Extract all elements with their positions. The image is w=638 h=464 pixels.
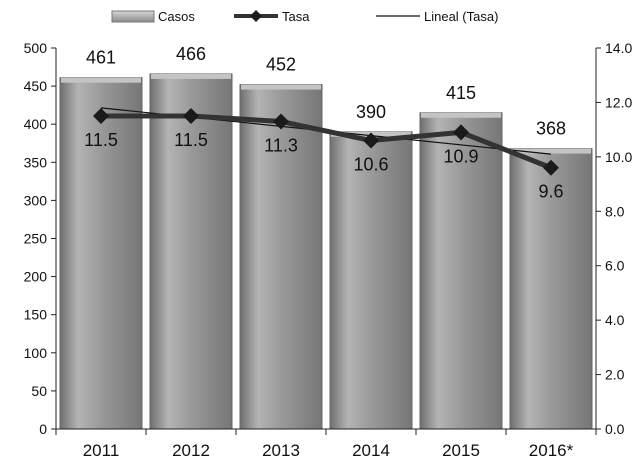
rate-value-label: 11.3: [264, 135, 298, 155]
rate-value-label: 10.9: [443, 146, 478, 166]
rate-marker-tasa: [93, 108, 109, 125]
x-tick-label: 2014: [352, 441, 390, 460]
rate-value-label: 10.6: [353, 155, 388, 175]
data-label-layer: 461 466 452 390 415 368 11.5 11.5 11.3 10.6 10.9 9.…: [84, 44, 566, 202]
y-left-tick-label: 0: [39, 421, 47, 437]
bar-value-label: 415: [446, 83, 476, 103]
bar-casos-top-bevel: [241, 84, 321, 90]
x-tick-label: 2011: [83, 441, 120, 460]
y-right-tick-label: 12.0: [605, 94, 632, 110]
bar-value-label: 390: [356, 102, 386, 122]
x-tick-label: 2015: [442, 441, 480, 460]
y-right-tick-label: 10.0: [605, 149, 632, 165]
rate-value-label: 11.5: [84, 130, 118, 150]
bar-casos: [59, 77, 143, 430]
axes: 0 50 100 150 200 250 300 350 400 450 500 0.0 2.0 4.0 6…: [24, 40, 633, 460]
y-left-tick-label: 150: [24, 307, 48, 323]
y-right-tick-label: 6.0: [605, 258, 625, 274]
rate-value-label: 11.5: [174, 130, 208, 150]
y-right-tick-label: 2.0: [605, 367, 625, 383]
x-tick-label: 2016*: [529, 441, 574, 460]
bar-casos: [149, 73, 233, 430]
rate-line-layer: [93, 108, 559, 176]
legend-swatch-tasa-marker: [250, 10, 262, 22]
y-left-tick-label: 400: [24, 116, 48, 132]
rate-value-label: 9.6: [538, 182, 563, 202]
bar-value-label: 466: [176, 44, 206, 64]
bar-casos: [419, 112, 503, 430]
y-right-tick-label: 4.0: [605, 312, 625, 328]
y-left-tick-label: 350: [24, 154, 48, 170]
bar-casos-top-bevel: [421, 112, 501, 118]
rate-line-tasa: [101, 113, 552, 171]
y-right-tick-label: 14.0: [605, 40, 632, 56]
y-left-tick-label: 200: [24, 269, 48, 285]
legend-label-lineal: Lineal (Tasa): [424, 9, 498, 24]
x-tick-label: 2013: [262, 441, 300, 460]
rate-marker-tasa: [543, 159, 559, 176]
rate-marker-tasa: [453, 124, 469, 141]
y-left-tick-label: 300: [24, 192, 48, 208]
y-right-tick-label: 0.0: [605, 421, 625, 437]
y-left-tick-label: 250: [24, 231, 48, 247]
y-left-tick-label: 100: [24, 345, 48, 361]
bar-casos: [329, 131, 413, 430]
legend-swatch-casos: [111, 10, 155, 23]
bar-value-label: 452: [266, 55, 296, 75]
y-left-tick-label: 500: [24, 40, 48, 56]
rate-marker-tasa: [363, 132, 379, 149]
rate-marker-tasa: [273, 113, 289, 130]
bar-value-label: 368: [536, 119, 566, 139]
legend: Casos Tasa Lineal (Tasa): [111, 9, 498, 24]
bar-casos-top-bevel: [151, 73, 231, 79]
bar-layer: [59, 73, 593, 430]
legend-label-casos: Casos: [158, 9, 195, 24]
y-left-tick-label: 450: [24, 78, 48, 94]
y-right-tick-label: 8.0: [605, 203, 625, 219]
x-tick-label: 2012: [172, 441, 210, 460]
legend-label-tasa: Tasa: [282, 9, 310, 24]
bar-casos: [509, 148, 593, 430]
bar-casos-top-bevel: [511, 148, 591, 154]
bar-value-label: 461: [86, 48, 116, 68]
rate-marker-tasa: [183, 108, 199, 125]
y-left-tick-label: 50: [31, 383, 47, 399]
bar-casos-top-bevel: [61, 77, 141, 83]
